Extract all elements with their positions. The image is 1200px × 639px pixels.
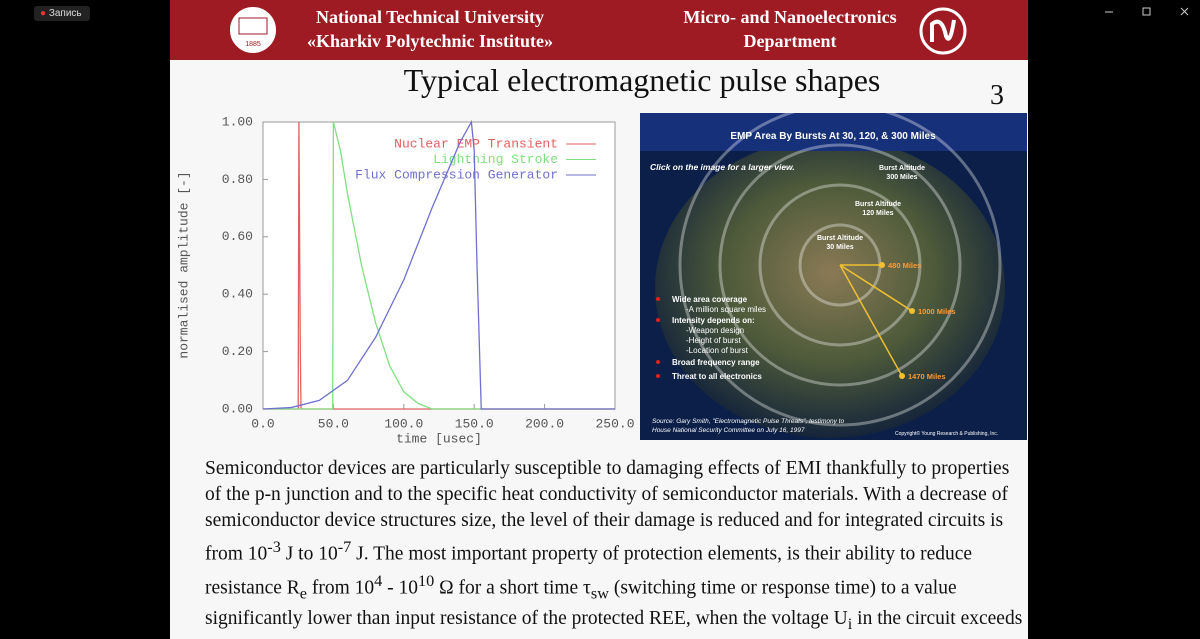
x-tick-label: 250.0: [595, 416, 634, 431]
range-label: 1000 Miles: [918, 307, 956, 316]
superscript: -3: [267, 538, 281, 556]
slide-header: 1885 National Technical University «Khar…: [170, 0, 1028, 60]
x-tick-label: 150.0: [455, 416, 494, 431]
text: from 10: [306, 577, 375, 598]
recording-label: Запись: [48, 8, 82, 19]
map-bullet: -A million square miles: [686, 305, 766, 314]
y-tick-label: 0.80: [222, 172, 253, 187]
map-hint: Click on the image for a larger view.: [650, 162, 795, 172]
map-source: Source: Gary Smith, "Electromagnetic Pul…: [652, 418, 844, 425]
restore[interactable]: [1142, 7, 1151, 16]
burst-label: Burst Altitude: [879, 165, 925, 172]
y-axis-label: normalised amplitude [-]: [176, 171, 191, 358]
series-line: [263, 121, 615, 410]
legend-label: Lightning Stroke: [433, 152, 558, 167]
map-bullet: -Weapon design: [686, 326, 744, 335]
y-tick-label: 1.00: [222, 114, 253, 129]
map-bullet: Intensity depends on:: [672, 316, 755, 325]
x-tick-label: 100.0: [384, 416, 423, 431]
map-source: House National Security Committee on Jul…: [652, 427, 805, 434]
text: (switching time or response time) to a v…: [205, 577, 957, 629]
university-line: National Technical University: [315, 7, 544, 27]
y-tick-label: 0.60: [222, 229, 253, 244]
map-title: EMP Area By Bursts At 30, 120, & 300 Mil…: [730, 131, 936, 142]
superscript: -7: [337, 538, 352, 556]
logo-year: 1885: [245, 41, 261, 48]
chart: normalised amplitude [-] time [usec] 0.0…: [176, 114, 634, 446]
range-label: 480 Miles: [888, 261, 921, 270]
superscript: 10: [418, 571, 435, 590]
map-bullet: -Height of burst: [686, 336, 741, 345]
x-tick-label: 50.0: [318, 416, 349, 431]
body-text: Semiconductor devices are particularly s…: [205, 456, 1025, 639]
y-tick-label: 0.20: [222, 344, 253, 359]
map-bullet: Broad frequency range: [672, 358, 760, 367]
university-name: National Technical University «Kharkiv P…: [290, 5, 570, 53]
superscript: 4: [374, 571, 383, 590]
burst-label: 300 Miles: [886, 174, 917, 181]
slide-title: Typical electromagnetic pulse shapes: [403, 62, 881, 98]
text: - 10: [382, 577, 419, 598]
record-dot: ●: [40, 8, 49, 19]
map-copyright: Copyright© Young Research & Publishing, …: [895, 430, 998, 437]
text: J to 10: [280, 543, 338, 565]
legend-label: Nuclear EMP Transient: [394, 136, 558, 151]
burst-label: 30 Miles: [826, 244, 853, 251]
department-line: Department: [743, 31, 837, 51]
map-bullet: Wide area coverage: [672, 295, 748, 304]
legend-label: Flux Compression Generator: [355, 167, 558, 182]
map-bullet: Threat to all electronics: [672, 372, 762, 381]
burst-label: Burst Altitude: [855, 201, 901, 208]
plot-frame: [262, 121, 616, 410]
series-line: [262, 119, 615, 410]
text: J. The most important property of protec…: [205, 543, 973, 599]
burst-label: Burst Altitude: [817, 235, 863, 242]
burst-label: 120 Miles: [862, 210, 893, 217]
window-controls: [1105, 7, 1189, 16]
x-axis-label: time [usec]: [396, 431, 482, 446]
page-number: 3: [990, 80, 1004, 111]
y-tick-label: 0.00: [222, 401, 253, 416]
y-tick-label: 0.40: [222, 287, 253, 302]
subscript: e: [299, 583, 307, 602]
subscript: sw: [590, 583, 609, 602]
close[interactable]: [1180, 7, 1189, 16]
university-logo: 1885: [228, 5, 278, 55]
text: Ω for a short time τ: [434, 577, 591, 598]
map-bullet: -Location of burst: [686, 346, 749, 355]
burst-rings: [678, 113, 1002, 427]
x-tick-label: 0.0: [251, 416, 274, 431]
department-name: Micro- and Nanoelectronics Department: [650, 5, 930, 53]
university-line: «Kharkiv Polytechnic Institute»: [307, 31, 553, 51]
slide: 1885 National Technical University «Khar…: [170, 0, 1028, 639]
emp-map-image[interactable]: EMP Area By Bursts At 30, 120, & 300 Mil…: [640, 113, 1027, 440]
range-label: 1470 Miles: [908, 372, 946, 381]
range-lines: [839, 264, 913, 377]
subscript: i: [847, 614, 853, 633]
x-tick-label: 200.0: [525, 416, 564, 431]
map-title-bar: [640, 113, 1027, 151]
department-line: Micro- and Nanoelectronics: [683, 7, 897, 27]
text: Semiconductor devices are particularly s…: [205, 458, 1010, 565]
recording-badge[interactable]: ● Запись: [34, 6, 90, 21]
earth: [655, 138, 1005, 438]
department-logo: [919, 7, 967, 55]
